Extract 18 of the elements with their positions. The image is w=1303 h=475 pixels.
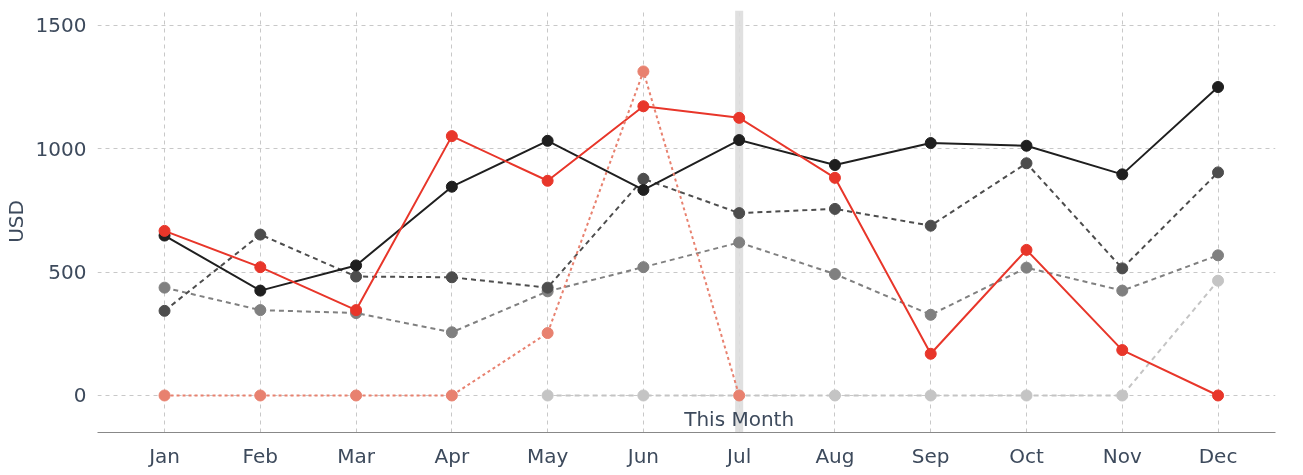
x-tick-label: Jan <box>147 443 180 468</box>
x-tick-label: Oct <box>1009 443 1044 468</box>
x-tick-label: Jul <box>725 443 752 468</box>
y-tick-label: 500 <box>48 260 87 285</box>
x-tick-label: Jun <box>625 443 660 468</box>
x-tick-label: Dec <box>1198 443 1238 468</box>
x-tick-label: Nov <box>1102 443 1142 468</box>
x-tick-label: May <box>526 443 569 468</box>
ref-line-label: This Month <box>683 407 795 432</box>
x-tick-label: Mar <box>337 443 376 468</box>
y-tick-label: 1000 <box>35 136 87 161</box>
x-tick-label: Feb <box>242 443 279 468</box>
x-tick-label: Aug <box>815 443 855 468</box>
y-axis-title: USD <box>3 200 28 243</box>
x-tick-label: Apr <box>434 443 470 468</box>
x-tick-label: Sep <box>911 443 950 468</box>
y-tick-label: 1500 <box>35 13 87 38</box>
y-tick-label: 0 <box>73 383 87 408</box>
